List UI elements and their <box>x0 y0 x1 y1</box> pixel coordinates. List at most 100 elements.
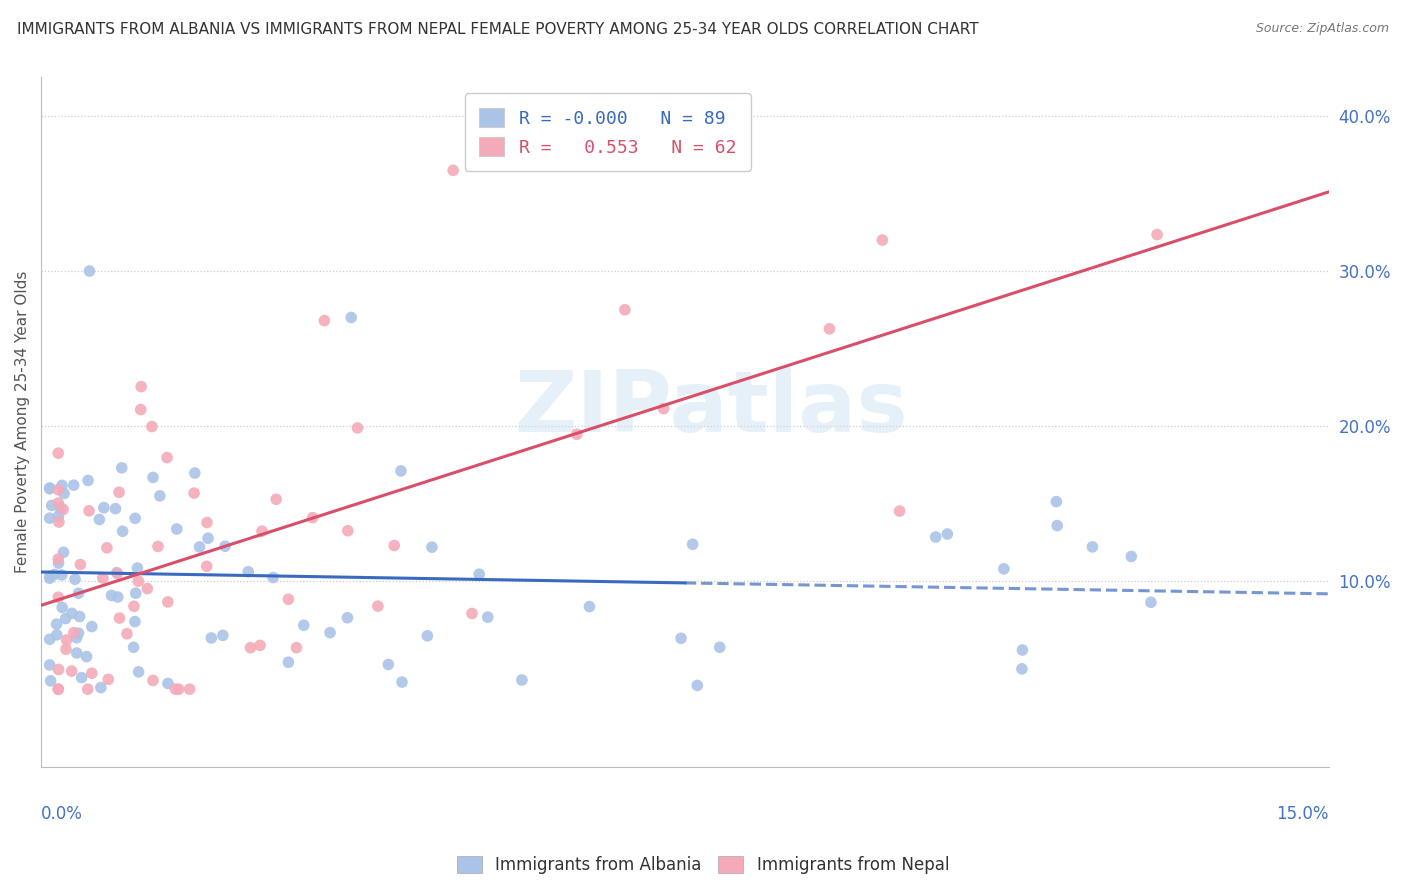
Point <box>1011 643 1033 657</box>
Point <box>63 572 86 586</box>
Point <box>89 512 111 526</box>
Point <box>389 464 412 478</box>
Point <box>108 485 131 500</box>
Point <box>127 574 149 589</box>
Point <box>1121 549 1143 564</box>
Point <box>336 611 359 625</box>
Legend: Immigrants from Albania, Immigrants from Nepal: Immigrants from Albania, Immigrants from… <box>450 849 956 881</box>
Point <box>578 599 600 614</box>
Point <box>461 607 484 621</box>
Point <box>277 592 299 607</box>
Point <box>156 595 179 609</box>
Legend: R = -0.000   N = 89, R =   0.553   N = 62: R = -0.000 N = 89, R = 0.553 N = 62 <box>464 94 751 171</box>
Point <box>107 590 129 604</box>
Point <box>91 571 114 585</box>
Point <box>53 486 76 500</box>
Point <box>76 682 98 697</box>
Point <box>652 401 675 416</box>
Point <box>45 628 67 642</box>
Point <box>104 501 127 516</box>
Point <box>993 562 1015 576</box>
Point <box>197 531 219 545</box>
Point <box>48 509 70 524</box>
Point <box>669 632 692 646</box>
Point <box>96 541 118 555</box>
Point <box>124 615 146 629</box>
Point <box>510 673 533 687</box>
Point <box>686 678 709 692</box>
Point <box>55 611 77 625</box>
Point <box>49 500 72 515</box>
Point <box>129 402 152 417</box>
Point <box>100 589 122 603</box>
Point <box>69 558 91 572</box>
Point <box>314 313 336 327</box>
Point <box>60 664 83 678</box>
Point <box>128 665 150 679</box>
Point <box>60 607 83 621</box>
Point <box>80 666 103 681</box>
Point <box>1140 595 1163 609</box>
Point <box>67 586 90 600</box>
Point <box>188 540 211 554</box>
Point <box>391 675 413 690</box>
Point <box>262 570 284 584</box>
Point <box>166 522 188 536</box>
Point <box>67 626 90 640</box>
Point <box>93 500 115 515</box>
Text: ZIPatlas: ZIPatlas <box>513 367 907 450</box>
Point <box>77 504 100 518</box>
Point <box>292 618 315 632</box>
Point <box>377 657 399 672</box>
Point <box>1011 662 1033 676</box>
Point <box>38 511 60 525</box>
Point <box>77 474 100 488</box>
Point <box>165 682 187 697</box>
Point <box>62 478 84 492</box>
Point <box>936 527 959 541</box>
Point <box>80 619 103 633</box>
Point <box>125 586 148 600</box>
Point <box>66 646 89 660</box>
Point <box>55 642 77 657</box>
Point <box>38 569 60 583</box>
Point <box>76 649 98 664</box>
Point <box>48 556 70 570</box>
Point <box>214 539 236 553</box>
Point <box>51 600 73 615</box>
Point <box>122 599 145 614</box>
Point <box>46 496 69 510</box>
Point <box>613 302 636 317</box>
Point <box>346 421 368 435</box>
Point <box>105 566 128 581</box>
Point <box>39 673 62 688</box>
Point <box>38 632 60 647</box>
Point <box>367 599 389 614</box>
Point <box>441 163 464 178</box>
Point <box>142 673 165 688</box>
Point <box>301 510 323 524</box>
Point <box>212 628 235 642</box>
Point <box>90 681 112 695</box>
Point <box>200 631 222 645</box>
Point <box>340 310 363 325</box>
Point <box>183 486 205 500</box>
Point <box>195 516 218 530</box>
Point <box>818 322 841 336</box>
Point <box>51 478 73 492</box>
Point <box>48 515 70 529</box>
Point <box>105 566 128 580</box>
Point <box>52 502 75 516</box>
Point <box>46 446 69 460</box>
Point <box>141 419 163 434</box>
Point <box>872 233 894 247</box>
Point <box>146 540 169 554</box>
Point <box>52 545 75 559</box>
Point <box>565 427 588 442</box>
Point <box>136 582 159 596</box>
Point <box>264 492 287 507</box>
Point <box>1081 540 1104 554</box>
Point <box>69 609 91 624</box>
Point <box>420 540 443 554</box>
Point <box>41 499 63 513</box>
